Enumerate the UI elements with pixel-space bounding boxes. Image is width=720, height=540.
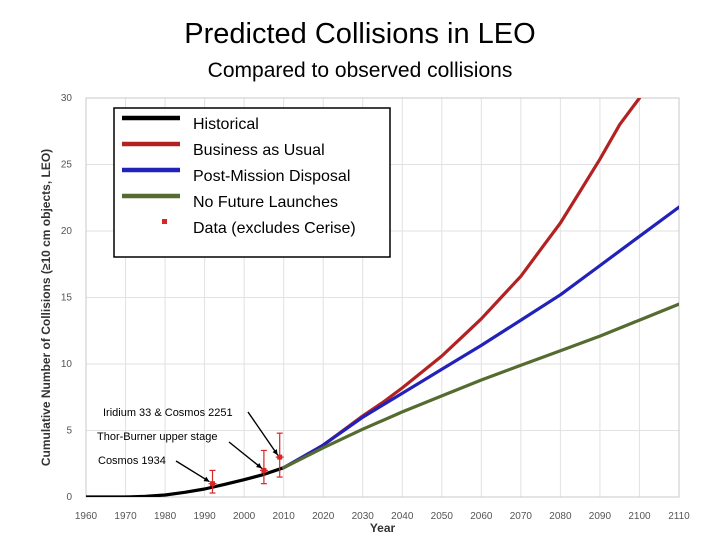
annotation-thor-burner-upper-stage: Thor-Burner upper stage	[97, 431, 263, 469]
x-tick-label: 2040	[391, 511, 414, 522]
legend-item-data-excludes-cerise: Data (excludes Cerise)	[162, 219, 356, 237]
x-tick-label: 2000	[233, 511, 256, 522]
x-tick-label: 1990	[193, 511, 216, 522]
x-tick-label: 2090	[589, 511, 612, 522]
x-tick-label: 2060	[470, 511, 493, 522]
y-tick-label: 5	[66, 426, 72, 437]
x-tick-label: 1980	[154, 511, 177, 522]
series-line-historical	[86, 466, 286, 497]
data-point-iridium-33-cosmos-2251	[275, 432, 284, 478]
y-tick-label: 15	[61, 293, 73, 304]
y-tick-label: 10	[61, 359, 73, 370]
series-line-no-future-launches	[282, 302, 679, 470]
legend-item-post-mission-disposal: Post-Mission Disposal	[122, 167, 350, 185]
legend-item-no-future-launches: No Future Launches	[122, 193, 338, 211]
annotation-cosmos-1934: Cosmos 1934	[98, 455, 210, 483]
legend: Historical Business as Usual Post-Mission …	[113, 107, 391, 258]
legend-label: Historical	[193, 116, 259, 133]
legend-item-business-as-usual: Business as Usual	[122, 141, 325, 159]
x-tick-label: 2080	[549, 511, 572, 522]
annotation-arrow	[247, 411, 279, 456]
series-lines	[86, 98, 679, 497]
annotations: Cosmos 1934 Thor-Burner upper stage Iridiu…	[97, 407, 279, 483]
y-tick-label: 20	[61, 226, 73, 237]
x-tick-label: 2030	[352, 511, 375, 522]
x-tick-label: 2020	[312, 511, 335, 522]
x-tick-label: 2010	[273, 511, 296, 522]
data-point-marker	[210, 481, 216, 487]
legend-label: Data (excludes Cerise)	[193, 220, 356, 237]
x-tick-label: 2110	[668, 511, 690, 522]
y-tick-label: 0	[66, 492, 72, 503]
y-tick-label: 25	[61, 160, 73, 171]
x-axis-ticks: 1960 1970 1980 1990 2000 2010 2020 2030 2040 2050…	[75, 511, 690, 522]
annotation-arrowhead	[256, 462, 262, 469]
plot-area-frame	[85, 97, 680, 498]
annotation-arrow	[175, 460, 210, 483]
y-tick-label: 30	[61, 93, 73, 104]
legend-item-historical: Historical	[122, 115, 259, 133]
data-point-marker	[261, 467, 267, 473]
x-axis-label: Year	[370, 521, 396, 535]
data-point-cosmos-1934	[208, 469, 217, 494]
data-point-thor-burner-upper-stage	[259, 449, 268, 485]
legend-label: Business as Usual	[193, 142, 325, 159]
y-axis-ticks: 0 5 10 15 20 25 30	[61, 93, 73, 503]
chart-title: Predicted Collisions in LEO	[184, 18, 536, 50]
annotation-arrowhead	[272, 449, 278, 456]
y-axis-label: Cumulative Number of Collisions (≥10 cm …	[39, 149, 53, 466]
data-points	[208, 432, 284, 494]
annotation-label: Iridium 33 & Cosmos 2251	[103, 407, 233, 419]
annotation-arrow	[228, 441, 263, 469]
annotation-arrowhead	[203, 476, 210, 482]
data-point-marker	[277, 454, 283, 460]
x-tick-label: 1960	[75, 511, 98, 522]
legend-label: Post-Mission Disposal	[193, 168, 350, 185]
annotation-label: Cosmos 1934	[98, 455, 166, 467]
x-tick-label: 2100	[628, 511, 651, 522]
legend-box	[113, 107, 391, 258]
x-tick-label: 2070	[510, 511, 533, 522]
legend-label: No Future Launches	[193, 194, 338, 211]
series-line-post-mission-disposal	[282, 205, 679, 470]
x-tick-label: 1970	[114, 511, 137, 522]
annotation-label: Thor-Burner upper stage	[97, 431, 217, 443]
annotation-iridium-33-cosmos-2251: Iridium 33 & Cosmos 2251	[103, 407, 279, 456]
legend-swatch	[162, 219, 167, 224]
x-tick-label: 2050	[431, 511, 454, 522]
chart-subtitle: Compared to observed collisions	[207, 59, 513, 82]
